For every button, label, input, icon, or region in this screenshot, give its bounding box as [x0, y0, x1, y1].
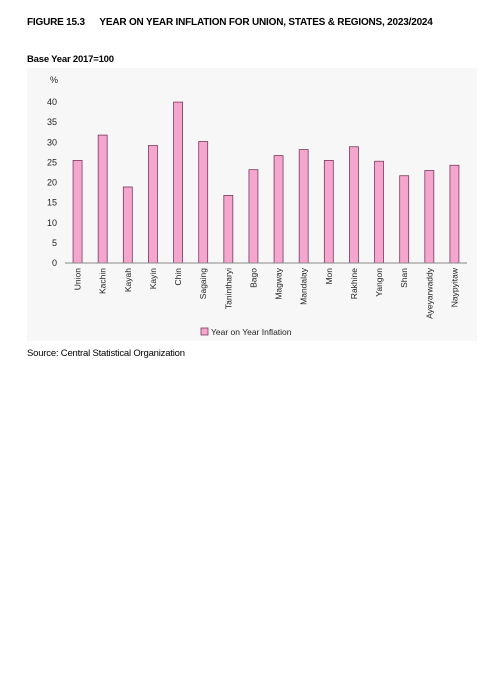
y-tick-label: 30 — [47, 137, 57, 147]
bar — [72, 160, 83, 264]
bar — [374, 160, 384, 264]
x-axis-tick-labels: Union Kachin Kayah Kayin Chin Sagaing Tanintha… — [73, 267, 460, 319]
y-tick-label: 20 — [47, 178, 57, 188]
legend: Year on Year Inflation — [200, 327, 292, 337]
x-tick-label: Naypyitaw — [449, 267, 459, 307]
figure-number: FIGURE 15.3 — [27, 17, 85, 28]
y-axis-label: % — [50, 75, 58, 85]
bar — [248, 169, 259, 264]
source-note: Source: Central Statistical Organization — [27, 348, 185, 359]
bar — [148, 145, 158, 264]
y-tick-label: 10 — [47, 218, 57, 228]
x-tick-label: Mon — [324, 268, 334, 285]
bar — [349, 146, 359, 264]
x-tick-label: Tanintharyi — [223, 268, 233, 309]
bar — [323, 160, 334, 264]
y-tick-label: 0 — [52, 258, 57, 268]
x-tick-label: Mandalay — [299, 267, 309, 305]
x-tick-label: Kachin — [98, 268, 108, 294]
y-tick-label: 25 — [47, 157, 57, 167]
y-tick-label: 35 — [47, 117, 57, 127]
bar — [173, 101, 183, 264]
bar-chart: % 0 5 10 15 20 25 30 35 40 Union Kachin Kayah Kayin… — [47, 75, 467, 337]
bar — [97, 134, 108, 264]
x-tick-label: Kayah — [123, 268, 133, 292]
x-tick-label: Sagaing — [198, 268, 208, 299]
bar — [449, 164, 460, 264]
x-tick-label: Bago — [248, 268, 258, 288]
y-tick-label: 40 — [47, 97, 57, 107]
bar — [399, 175, 410, 264]
base-year-note: Base Year 2017=100 — [27, 54, 114, 65]
x-tick-label: Chin — [173, 268, 183, 286]
x-tick-label: Kayin — [148, 268, 158, 290]
x-tick-label: Ayeyarwaddy — [424, 267, 434, 319]
figure-header: FIGURE 15.3 YEAR ON YEAR INFLATION FOR U… — [27, 17, 487, 28]
y-tick-label: 5 — [52, 238, 57, 248]
y-axis-ticks: 0 5 10 15 20 25 30 35 40 — [47, 97, 57, 268]
bar — [198, 141, 209, 264]
x-tick-label: Rakhine — [349, 268, 359, 299]
bars-group — [72, 101, 460, 264]
bar — [122, 186, 133, 264]
bar — [298, 149, 309, 264]
bar — [424, 170, 435, 264]
x-tick-label: Yangon — [374, 268, 384, 297]
x-tick-label: Union — [73, 268, 83, 290]
figure-title: YEAR ON YEAR INFLATION FOR UNION, STATES… — [99, 17, 433, 28]
chart-area: % 0 5 10 15 20 25 30 35 40 Union Kachin Kayah Kayin… — [27, 68, 477, 341]
y-tick-label: 15 — [47, 198, 57, 208]
legend-swatch — [200, 327, 209, 336]
bar — [223, 195, 234, 264]
x-tick-label: Magway — [274, 267, 284, 299]
x-tick-label: Shan — [399, 268, 409, 288]
legend-label: Year on Year Inflation — [211, 327, 292, 337]
bar — [273, 155, 284, 264]
